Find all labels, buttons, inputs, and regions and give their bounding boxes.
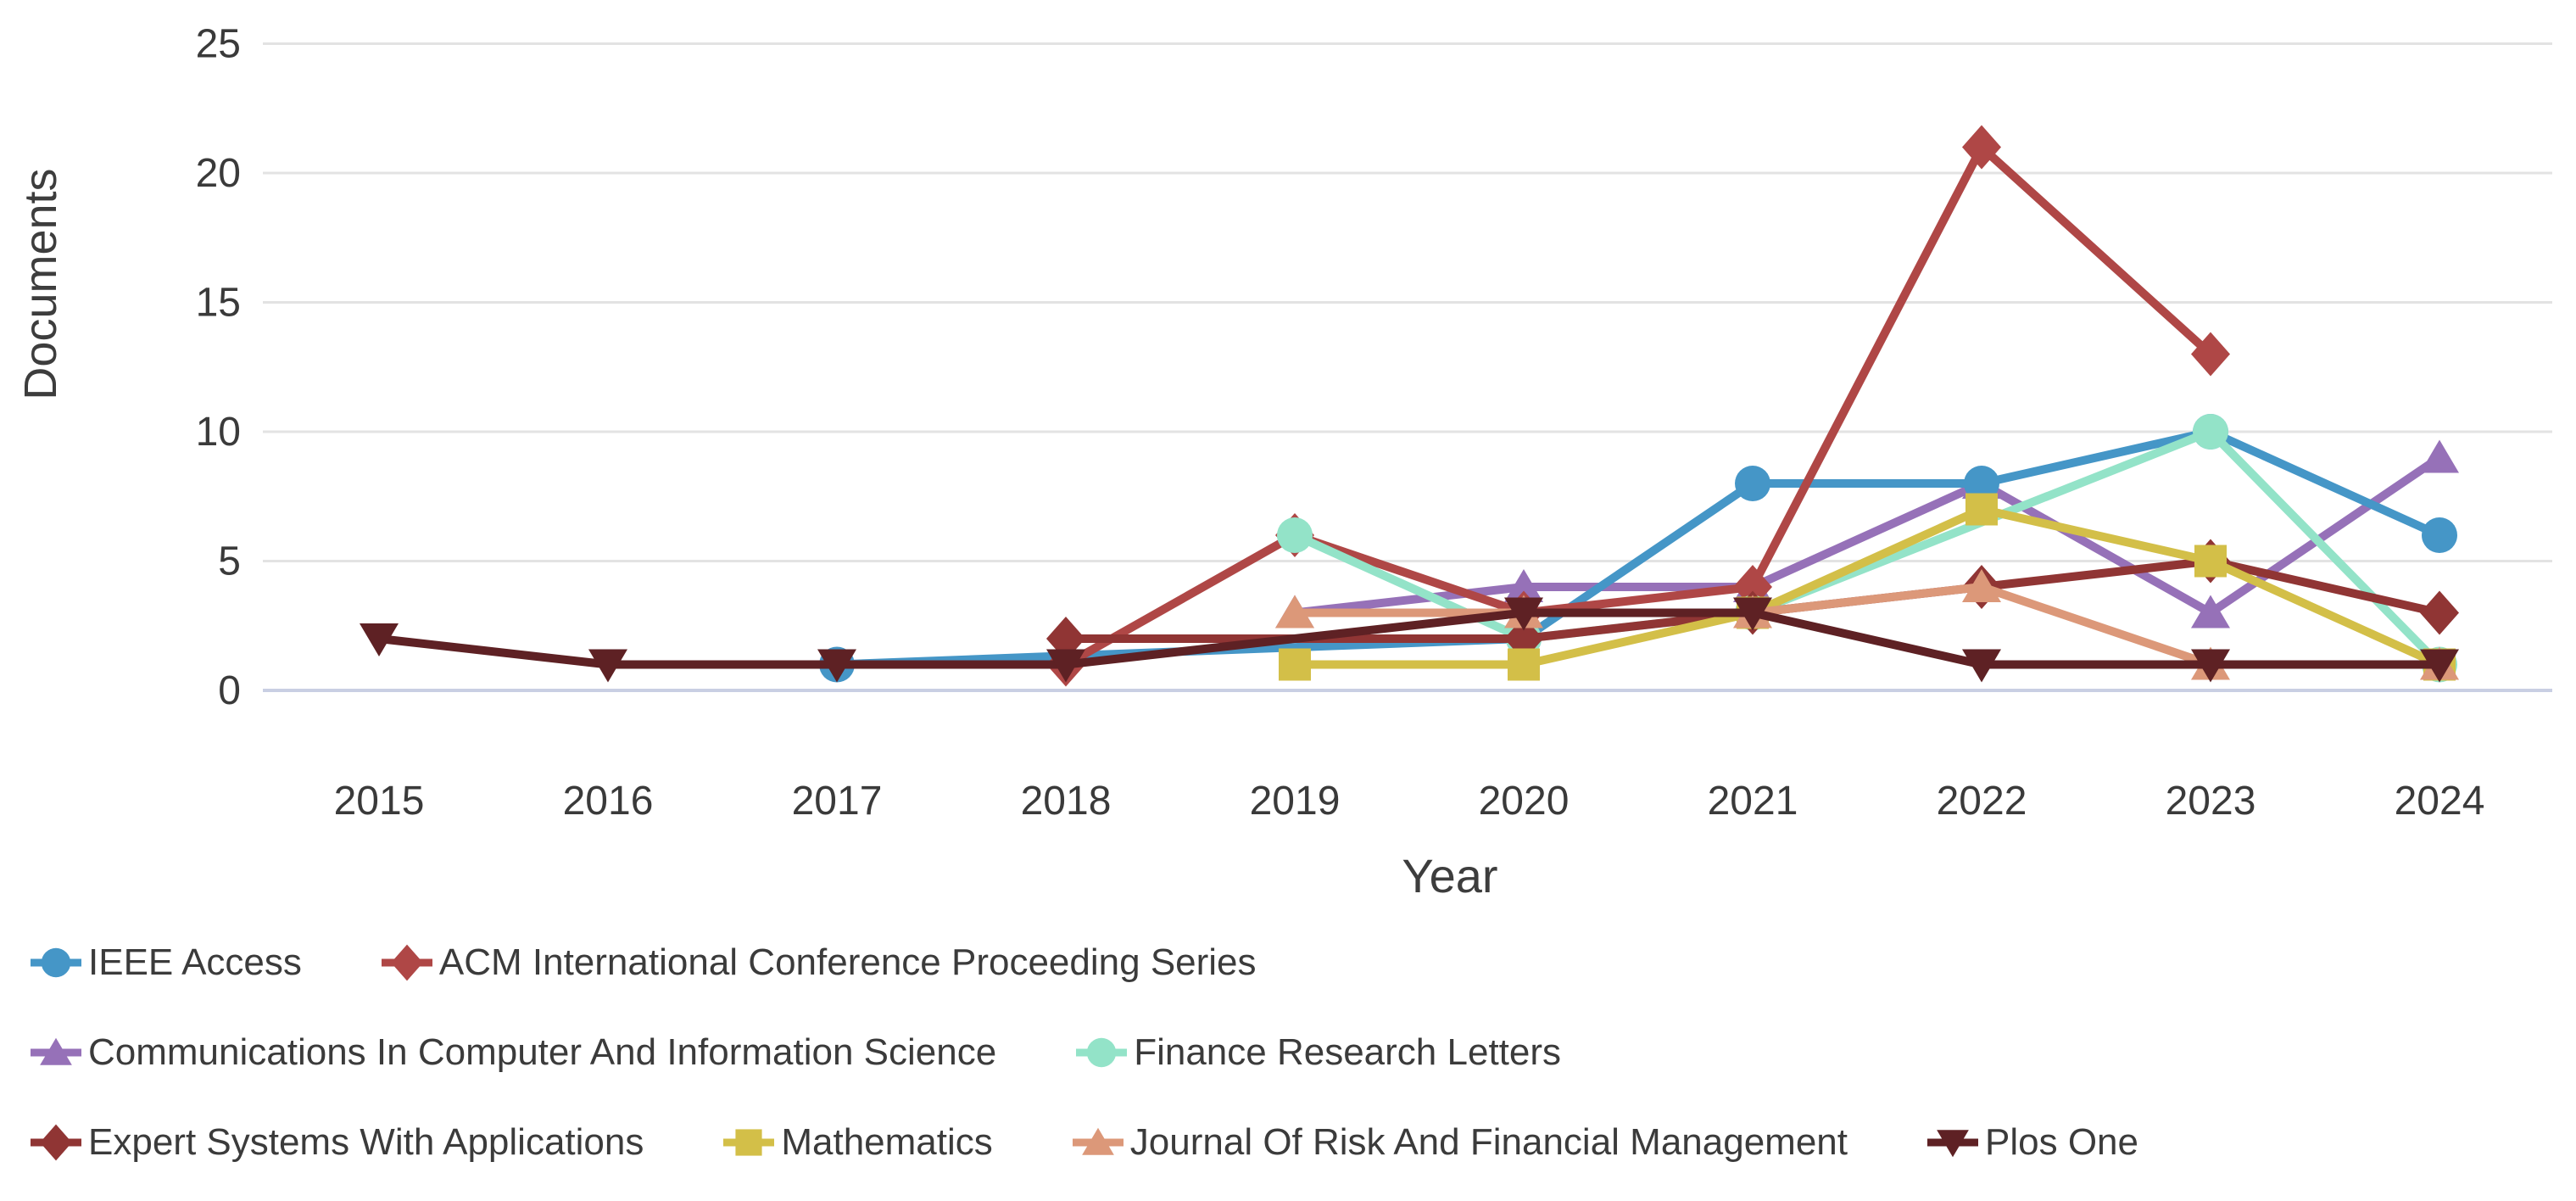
y-axis-title: Documents bbox=[15, 168, 66, 400]
square-marker bbox=[1965, 493, 1998, 526]
x-tick-label: 2021 bbox=[1708, 779, 1798, 824]
legend-item-acm-international-conference-proceeding-series[interactable]: ACM International Conference Proceeding … bbox=[380, 939, 1257, 986]
legend-item-mathematics[interactable]: Mathematics bbox=[722, 1119, 993, 1166]
triangle-up-marker bbox=[1962, 569, 2001, 602]
diamond-legend-icon bbox=[31, 1124, 81, 1161]
diamond-marker bbox=[2191, 332, 2230, 377]
triangle-up-marker bbox=[1081, 1127, 1114, 1155]
x-tick-label: 2020 bbox=[1479, 779, 1570, 824]
triangle-up-marker bbox=[2420, 439, 2459, 473]
x-tick-label: 2022 bbox=[1937, 779, 2027, 824]
chart-container: 0 5 10 15 20 25 2015 2016 2017 2018 2019 2020 2021 20… bbox=[15, 21, 2552, 1163]
y-tick-label: 15 bbox=[196, 281, 241, 326]
legend-label: Mathematics bbox=[781, 1121, 993, 1163]
circle-marker bbox=[2193, 414, 2228, 450]
triangle-up-legend-icon bbox=[31, 1037, 81, 1065]
legend-label: Finance Research Letters bbox=[1134, 1031, 1562, 1073]
circle-marker bbox=[2422, 517, 2457, 553]
circle-marker bbox=[1964, 466, 1999, 501]
triangle-down-marker bbox=[1733, 597, 1772, 631]
triangle-up-marker bbox=[1275, 595, 1314, 628]
series-line-finance-research-letters bbox=[1292, 427, 2443, 668]
triangle-down-marker bbox=[1046, 649, 1085, 683]
legend-item-finance-research-letters[interactable]: Finance Research Letters bbox=[1074, 1029, 1561, 1076]
series-line-mathematics bbox=[1295, 505, 2442, 669]
triangle-up-marker bbox=[1504, 569, 1543, 602]
x-tick-label: 2018 bbox=[1021, 779, 1112, 824]
series-line-acm-international-conference-proceeding-series bbox=[1063, 140, 2214, 668]
legend-row: Expert Systems With Applications Mathemat… bbox=[29, 1111, 2564, 1174]
triangle-down-marker bbox=[1937, 1130, 1969, 1158]
line-chart-plot-area: 0 5 10 15 20 25 2015 2016 2017 2018 2019 2020 2021 20… bbox=[196, 22, 2552, 824]
triangle-down-marker bbox=[2420, 649, 2459, 683]
legend-item-expert-systems-with-applications[interactable]: Expert Systems With Applications bbox=[29, 1119, 644, 1166]
y-tick-label: 25 bbox=[196, 22, 241, 67]
legend-label: IEEE Access bbox=[88, 941, 302, 983]
legend-label: Expert Systems With Applications bbox=[88, 1121, 644, 1163]
legend-label: Journal Of Risk And Financial Management bbox=[1129, 1121, 1848, 1163]
diamond-marker bbox=[391, 944, 423, 981]
square-marker bbox=[1508, 648, 1540, 681]
triangle-up-marker bbox=[40, 1037, 72, 1065]
legend-row: Communications In Computer And Informati… bbox=[29, 1021, 2564, 1084]
y-tick-label: 5 bbox=[218, 539, 241, 584]
circle-legend-icon bbox=[1076, 1037, 1128, 1068]
x-tick-label: 2015 bbox=[334, 779, 425, 824]
series-line-communications-in-computer-and-information-science bbox=[1294, 454, 2442, 618]
triangle-down-marker bbox=[1504, 597, 1543, 631]
y-tick-label: 10 bbox=[196, 410, 241, 455]
legend-item-journal-of-risk-and-financial-management[interactable]: Journal Of Risk And Financial Management bbox=[1071, 1119, 1848, 1166]
triangle-down-legend-icon bbox=[1927, 1130, 1978, 1158]
circle-marker bbox=[41, 947, 71, 978]
circle-marker bbox=[1086, 1037, 1117, 1068]
legend-label: Communications In Computer And Informati… bbox=[88, 1031, 997, 1073]
legend-row: IEEE Access ACM International Conference … bbox=[29, 931, 2564, 994]
triangle-down-marker bbox=[2191, 649, 2230, 683]
circle-marker bbox=[1735, 466, 1770, 501]
legend-item-plos-one[interactable]: Plos One bbox=[1926, 1119, 2138, 1166]
legend-label: Plos One bbox=[1985, 1121, 2138, 1163]
diamond-marker bbox=[2420, 590, 2459, 635]
x-tick-label: 2019 bbox=[1250, 779, 1341, 824]
triangle-up-legend-icon bbox=[1072, 1127, 1124, 1155]
series-line-journal-of-risk-and-financial-management bbox=[1295, 582, 2439, 669]
diamond-marker bbox=[40, 1124, 72, 1161]
diamond-marker bbox=[1962, 125, 2001, 170]
triangle-down-marker bbox=[588, 649, 627, 683]
y-tick-label: 0 bbox=[218, 668, 241, 713]
square-legend-icon bbox=[723, 1129, 775, 1156]
diamond-legend-icon bbox=[381, 944, 432, 981]
chart-legend: IEEE Access ACM International Conference … bbox=[29, 931, 2564, 1201]
circle-marker bbox=[1277, 517, 1313, 553]
x-tick-label: 2017 bbox=[792, 779, 883, 824]
x-tick-label: 2023 bbox=[2166, 779, 2256, 824]
x-tick-label: 2016 bbox=[563, 779, 654, 824]
legend-label: ACM International Conference Proceeding … bbox=[438, 941, 1257, 983]
series-line-ieee-access bbox=[836, 427, 2442, 669]
triangle-up-marker bbox=[2191, 595, 2230, 628]
triangle-down-marker bbox=[817, 649, 856, 683]
square-marker bbox=[735, 1129, 762, 1156]
legend-item-ieee-access[interactable]: IEEE Access bbox=[29, 939, 302, 986]
x-axis-title: Year bbox=[1402, 849, 1498, 902]
square-marker bbox=[2194, 545, 2227, 578]
legend-item-communications-in-computer-and-information-science[interactable]: Communications In Computer And Informati… bbox=[29, 1029, 996, 1076]
circle-legend-icon bbox=[31, 947, 81, 978]
x-tick-label: 2024 bbox=[2395, 779, 2485, 824]
triangle-down-marker bbox=[1962, 649, 2001, 683]
triangle-down-marker bbox=[360, 623, 399, 656]
y-tick-label: 20 bbox=[196, 151, 241, 196]
square-marker bbox=[1279, 648, 1311, 681]
